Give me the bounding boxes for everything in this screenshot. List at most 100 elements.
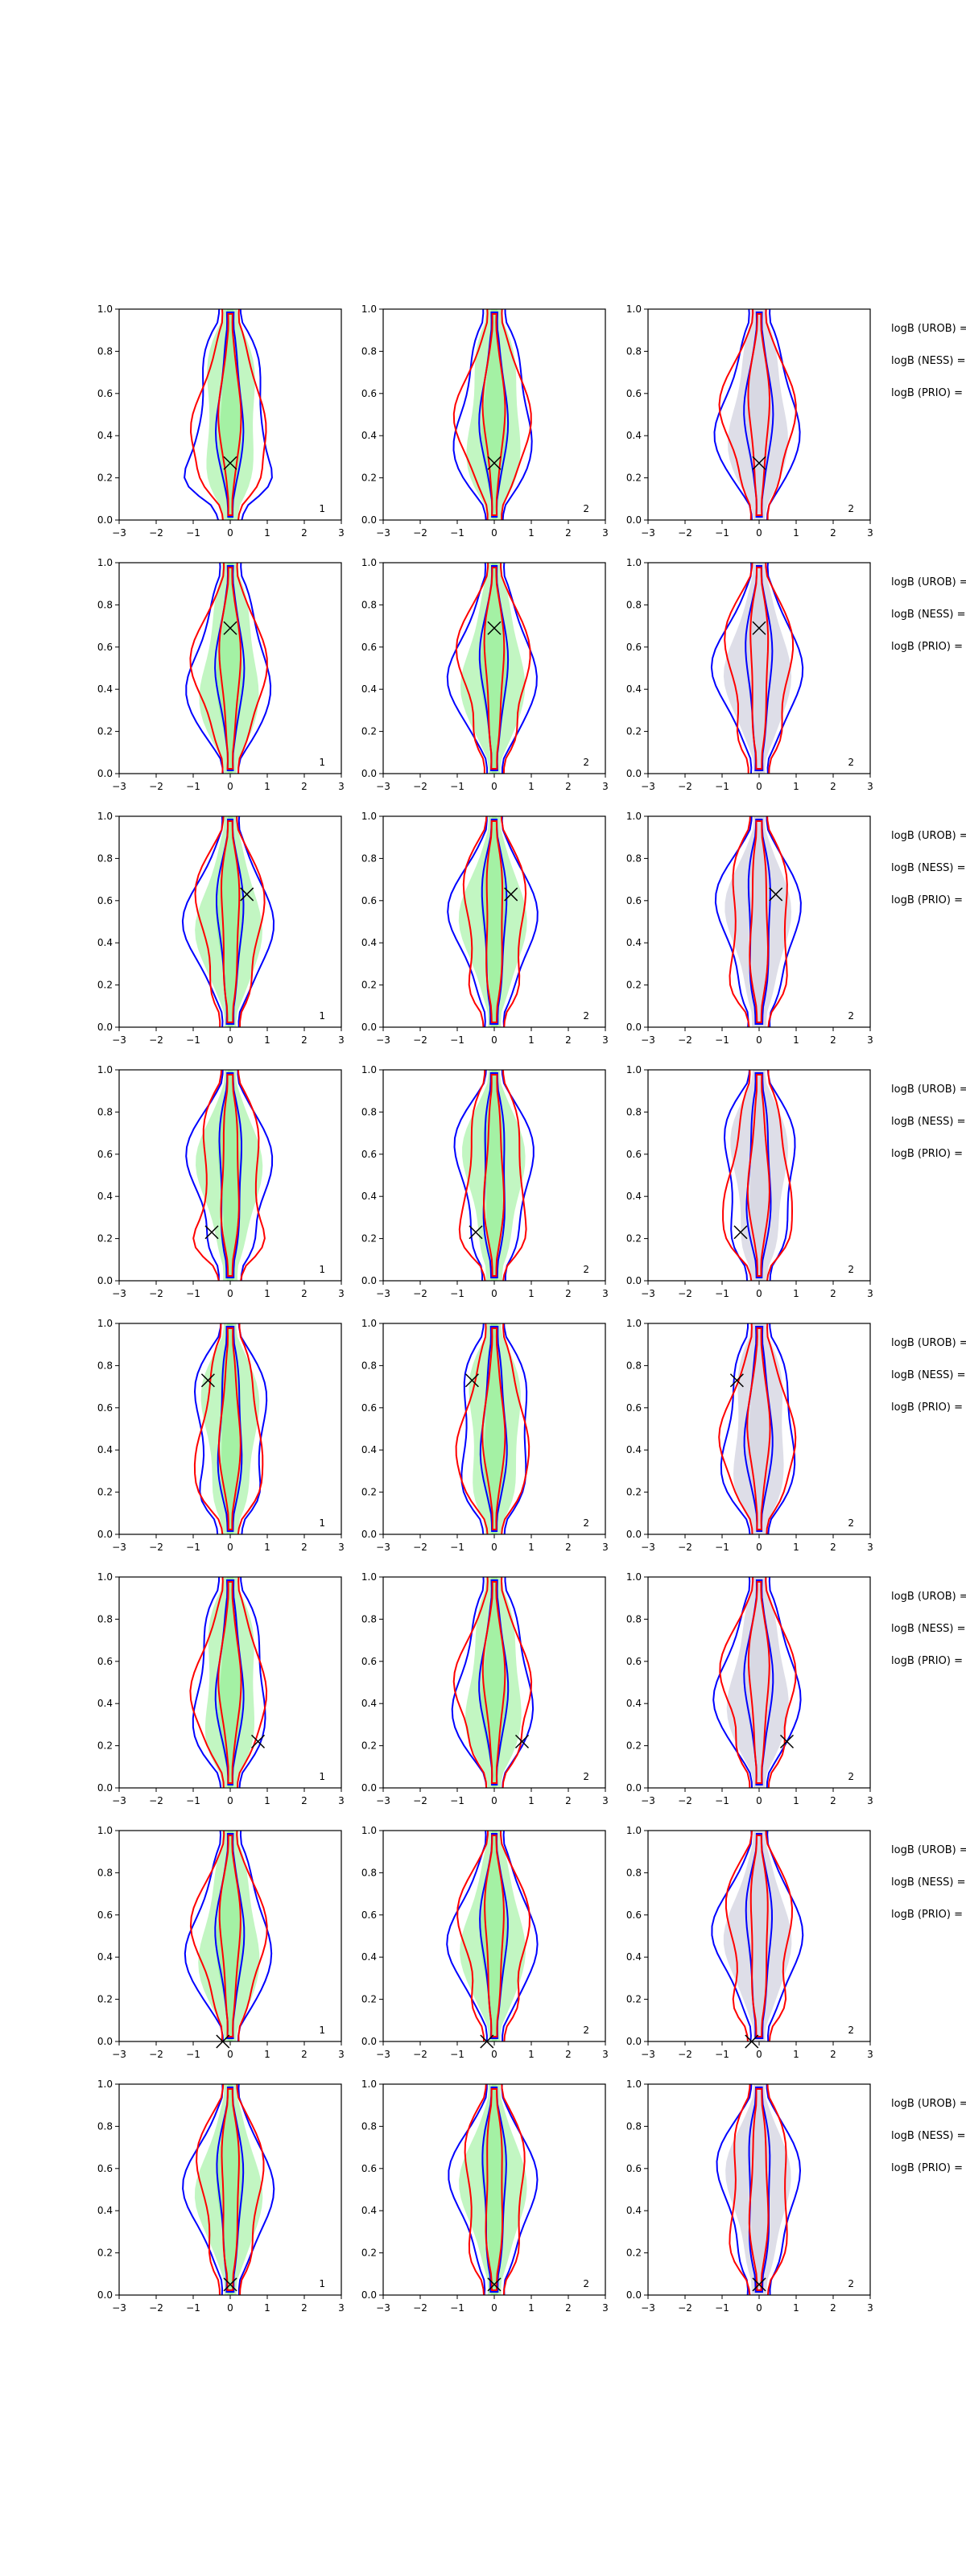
y-tick-label: 0.6 <box>97 1402 113 1414</box>
y-tick-label: 0.8 <box>361 2120 377 2132</box>
x-tick-label: 2 <box>565 2049 572 2060</box>
panel-r1-c3: −3 −2 −1 0 1 2 3 0.0 0.2 0.4 0.6 0.8 1.0 2 <box>626 303 873 539</box>
x-tick-label: 1 <box>793 1288 799 1299</box>
blue-outer-contour <box>451 1577 535 1788</box>
side-label-row4: logB (NESS) = <box>891 1116 965 1128</box>
x-tick-label: 2 <box>830 527 836 539</box>
red-inner-contour <box>217 1581 242 1784</box>
x-tick-label: −2 <box>149 1288 163 1299</box>
x-tick-label: 0 <box>227 1795 233 1806</box>
y-tick-label: 0.4 <box>361 1951 377 1963</box>
y-tick-label: 0.2 <box>97 726 113 737</box>
panel-r8-c2: −3 −2 −1 0 1 2 3 0.0 0.2 0.4 0.6 0.8 1.0 2 <box>361 2079 609 2314</box>
panel-corner-label: 2 <box>583 1264 589 1275</box>
side-label-row2: logB (UROB) = <box>891 576 966 588</box>
y-tick-label: 0.8 <box>97 1613 113 1624</box>
red-outer-contour <box>724 563 795 774</box>
x-tick-label: 3 <box>867 1542 873 1553</box>
x-tick-label: 3 <box>338 2049 345 2060</box>
y-tick-label: 0.6 <box>97 1149 113 1160</box>
marker-x <box>204 1225 219 1240</box>
y-tick-label: 0.6 <box>626 2163 642 2174</box>
red-outer-contour <box>196 2084 265 2295</box>
y-tick-label: 0.4 <box>361 1191 377 1202</box>
y-tick-label: 0.0 <box>626 1275 642 1286</box>
y-tick-label: 0.6 <box>361 1149 377 1160</box>
blue-outer-contour <box>447 816 539 1027</box>
x-tick-label: −1 <box>715 2302 729 2314</box>
y-tick-label: 0.4 <box>97 1698 113 1709</box>
x-tick-label: 3 <box>602 1034 609 1046</box>
panel-corner-label: 2 <box>848 2025 854 2036</box>
blue-outer-contour <box>460 1323 528 1534</box>
red-inner-contour <box>746 1327 771 1530</box>
marker-x <box>487 456 502 470</box>
x-tick-label: 0 <box>756 1034 762 1046</box>
red-outer-contour <box>189 563 268 774</box>
blue-inner-contour <box>478 565 510 771</box>
x-tick-label: 2 <box>565 781 572 792</box>
x-tick-label: −3 <box>112 2302 126 2314</box>
y-tick-label: 1.0 <box>97 1571 113 1583</box>
x-tick-label: −3 <box>112 527 126 539</box>
red-inner-contour <box>221 2088 240 2291</box>
red-outer-contour <box>718 1323 797 1534</box>
x-tick-label: 0 <box>491 527 497 539</box>
y-tick-label: 0.0 <box>97 1782 113 1794</box>
x-tick-label: 0 <box>756 527 762 539</box>
y-tick-label: 0.8 <box>626 852 642 864</box>
marker-x <box>240 887 254 902</box>
x-tick-label: 1 <box>264 1288 270 1299</box>
x-tick-label: 0 <box>227 2302 233 2314</box>
x-tick-label: −1 <box>450 2049 464 2060</box>
panel-r3-c2: −3 −2 −1 0 1 2 3 0.0 0.2 0.4 0.6 0.8 1.0 2 <box>361 811 609 1046</box>
panel-r2-c1: −3 −2 −1 0 1 2 3 0.0 0.2 0.4 0.6 0.8 1.0 1 <box>97 557 345 792</box>
y-tick-label: 0.8 <box>97 1867 113 1878</box>
x-tick-label: −3 <box>376 2049 390 2060</box>
x-tick-label: −1 <box>715 1795 729 1806</box>
y-tick-label: 0.0 <box>361 2036 377 2047</box>
y-tick-label: 0.0 <box>97 2289 113 2301</box>
x-tick-label: −2 <box>678 1034 692 1046</box>
y-tick-label: 0.2 <box>97 1740 113 1752</box>
x-tick-label: 2 <box>565 1034 572 1046</box>
blue-outer-contour <box>712 1577 802 1788</box>
y-tick-label: 1.0 <box>626 1064 642 1075</box>
y-tick-label: 0.0 <box>361 514 377 526</box>
y-tick-label: 1.0 <box>361 557 377 568</box>
x-tick-label: −3 <box>376 527 390 539</box>
side-label-row1: logB (NESS) = <box>891 355 965 367</box>
x-tick-label: −3 <box>641 1542 655 1553</box>
panel-r2-c2: −3 −2 −1 0 1 2 3 0.0 0.2 0.4 0.6 0.8 1.0 2 <box>361 557 609 792</box>
y-tick-label: 0.4 <box>626 2205 642 2216</box>
side-label-row2: logB (PRIO) = <box>891 641 963 653</box>
red-inner-contour <box>485 2088 504 2291</box>
panel-corner-label: 1 <box>319 503 325 514</box>
y-tick-label: 1.0 <box>97 1825 113 1836</box>
x-tick-label: −2 <box>149 2302 163 2314</box>
blue-outer-contour <box>185 563 272 774</box>
y-tick-label: 0.8 <box>361 852 377 864</box>
blue-inner-contour <box>748 2087 771 2293</box>
panel-r7-c2: −3 −2 −1 0 1 2 3 0.0 0.2 0.4 0.6 0.8 1.0 2 <box>361 1825 609 2060</box>
marker-x <box>464 1373 479 1388</box>
x-tick-label: 3 <box>867 1034 873 1046</box>
marker-x <box>733 1225 748 1240</box>
y-tick-label: 0.0 <box>361 1022 377 1033</box>
red-outer-contour <box>452 1577 533 1788</box>
x-tick-label: 0 <box>227 781 233 792</box>
red-outer-contour <box>189 309 267 520</box>
x-tick-label: 0 <box>491 1034 497 1046</box>
red-inner-contour <box>220 820 241 1023</box>
y-tick-label: 0.0 <box>361 1275 377 1286</box>
x-tick-label: 2 <box>830 1034 836 1046</box>
panel-corner-label: 2 <box>583 2025 589 2036</box>
x-tick-label: 2 <box>565 527 572 539</box>
x-tick-label: −2 <box>413 781 427 792</box>
x-tick-label: 0 <box>491 2302 497 2314</box>
x-tick-label: 0 <box>756 1795 762 1806</box>
x-tick-label: 1 <box>528 527 535 539</box>
marker-x <box>504 887 518 902</box>
y-tick-label: 1.0 <box>97 303 113 315</box>
x-tick-label: 2 <box>301 1795 308 1806</box>
